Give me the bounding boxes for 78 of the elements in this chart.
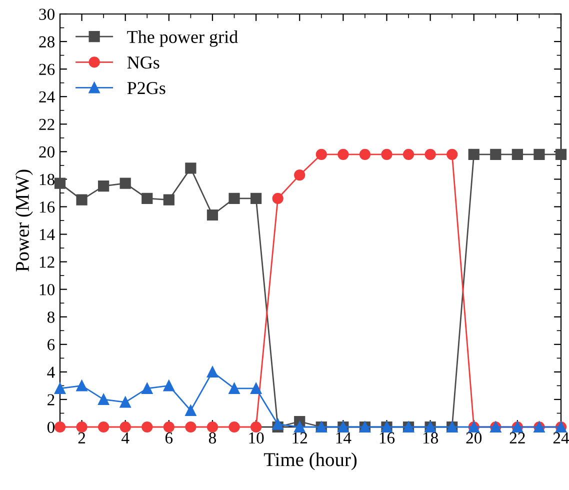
y-tick-label: 4 <box>47 366 55 378</box>
point <box>185 162 196 174</box>
point <box>294 421 306 433</box>
point <box>468 148 480 160</box>
point <box>555 148 567 160</box>
point <box>490 148 502 160</box>
point <box>206 209 218 221</box>
point <box>402 148 414 160</box>
y-tick-label: 28 <box>39 36 55 48</box>
point <box>163 194 174 206</box>
point <box>381 148 392 160</box>
point <box>424 148 436 160</box>
point <box>228 382 240 394</box>
x-tick-label: 20 <box>466 432 482 444</box>
y-tick-label: 24 <box>39 91 55 102</box>
y-tick-label: 16 <box>40 201 55 213</box>
point <box>250 382 262 394</box>
y-tick-label: 26 <box>39 64 55 76</box>
point <box>98 394 110 406</box>
point <box>185 421 196 433</box>
point <box>142 421 153 433</box>
point <box>120 178 131 189</box>
y-tick-label: 18 <box>40 174 55 186</box>
y-tick-label: 30 <box>39 8 55 20</box>
x-tick-label: 24 <box>553 432 569 444</box>
point <box>76 380 88 392</box>
point <box>272 192 284 204</box>
point <box>316 148 327 160</box>
x-tick-label: 10 <box>249 432 264 444</box>
point <box>76 421 88 433</box>
x-tick-label: 12 <box>292 432 308 444</box>
x-tick-label: 14 <box>336 432 352 444</box>
point <box>142 382 153 394</box>
point <box>250 421 262 433</box>
point <box>98 180 110 192</box>
y-tick-label: 2 <box>48 394 54 406</box>
y-axis-title: Power (MW) <box>15 170 33 272</box>
point <box>163 380 174 392</box>
x-tick-label: 18 <box>423 432 438 444</box>
y-tick-label: 6 <box>48 339 55 350</box>
point <box>54 382 66 394</box>
point <box>163 421 174 433</box>
point <box>512 148 523 160</box>
point <box>250 192 262 204</box>
point <box>206 366 218 378</box>
x-axis-title: Time (hour) <box>264 452 357 470</box>
point <box>272 418 284 430</box>
point <box>228 421 240 433</box>
point <box>446 148 458 160</box>
point <box>534 148 545 160</box>
y-tick-label: 14 <box>40 229 55 240</box>
legend-label: The power grid <box>127 30 238 47</box>
legend-label: P2Gs <box>127 82 166 94</box>
x-tick-label: 6 <box>165 432 173 444</box>
point <box>120 421 131 433</box>
y-tick-label: 12 <box>40 256 54 268</box>
point <box>185 404 196 416</box>
y-tick-label: 20 <box>39 146 55 158</box>
x-tick-label: 2 <box>78 432 86 444</box>
point <box>142 192 153 204</box>
point <box>120 396 131 408</box>
point <box>294 170 306 181</box>
point <box>98 421 110 433</box>
x-tick-label: 4 <box>122 432 130 444</box>
point <box>206 421 218 433</box>
point <box>338 148 349 160</box>
y-tick-label: 0 <box>47 422 55 433</box>
y-tick-label: 22 <box>39 118 54 130</box>
point <box>76 194 88 206</box>
point <box>359 148 371 160</box>
legend-label: NGs <box>127 56 160 69</box>
y-tick-label: 10 <box>40 284 55 296</box>
y-tick-label: 8 <box>47 312 55 323</box>
x-tick-label: 16 <box>380 432 395 444</box>
point <box>228 192 240 204</box>
point <box>54 178 66 189</box>
x-tick-label: 22 <box>510 432 525 444</box>
x-tick-label: 8 <box>208 432 216 444</box>
